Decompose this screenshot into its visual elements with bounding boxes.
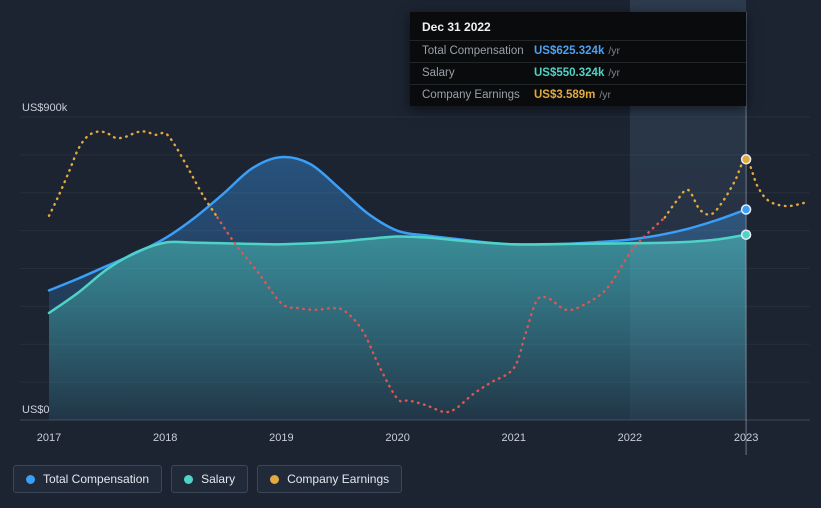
tooltip-row-salary: Salary US$550.324k /yr	[410, 62, 746, 84]
x-axis-tick-label: 2020	[385, 432, 409, 444]
tooltip-row-company-earnings: Company Earnings US$3.589m /yr	[410, 84, 746, 106]
company-earnings-line	[216, 216, 666, 414]
tooltip-unit: /yr	[599, 89, 612, 101]
tooltip-value: US$625.324k	[534, 45, 605, 57]
tooltip-row-total-compensation: Total Compensation US$625.324k /yr	[410, 40, 746, 62]
chart-tooltip: Dec 31 2022 Total Compensation US$625.32…	[410, 12, 746, 106]
data-point-marker[interactable]	[740, 229, 752, 240]
total-compensation-dot-icon	[26, 474, 35, 484]
legend-item-salary[interactable]: Salary	[171, 465, 249, 493]
x-axis-tick-label: 2017	[37, 432, 61, 444]
x-axis-tick-label: 2022	[618, 432, 642, 444]
legend-label: Total Compensation	[43, 472, 150, 486]
tooltip-unit: /yr	[608, 45, 621, 57]
legend: Total Compensation Salary Company Earnin…	[13, 465, 403, 493]
tooltip-label: Total Compensation	[422, 45, 524, 57]
tooltip-unit: /yr	[608, 67, 621, 79]
x-axis-tick-label: 2018	[153, 432, 177, 444]
legend-item-company-earnings[interactable]: Company Earnings	[257, 465, 403, 493]
tooltip-value: US$550.324k	[534, 67, 605, 79]
x-axis-tick-label: 2023	[734, 432, 758, 444]
y-axis-zero-label: US$0	[22, 404, 50, 416]
tooltip-label: Company Earnings	[422, 89, 520, 101]
salary-area	[49, 234, 747, 420]
salary-dot-icon	[184, 474, 194, 484]
company-earnings-dot-icon	[270, 474, 280, 484]
legend-item-total-compensation[interactable]: Total Compensation	[13, 465, 163, 493]
salary-line	[47, 233, 748, 315]
x-axis-tick-label: 2019	[269, 432, 293, 444]
y-axis-max-label: US$900k	[22, 102, 68, 114]
company-earnings-line	[47, 130, 219, 219]
x-axis-tick-label: 2021	[502, 432, 526, 444]
legend-label: Salary	[201, 472, 236, 486]
data-point-marker[interactable]	[740, 154, 752, 165]
legend-label: Company Earnings	[287, 472, 390, 486]
tooltip-value: US$3.589m	[534, 89, 596, 101]
total-compensation-line	[47, 155, 748, 292]
tooltip-label: Salary	[422, 67, 455, 79]
tooltip-date: Dec 31 2022	[422, 20, 491, 34]
data-point-marker[interactable]	[740, 204, 752, 215]
